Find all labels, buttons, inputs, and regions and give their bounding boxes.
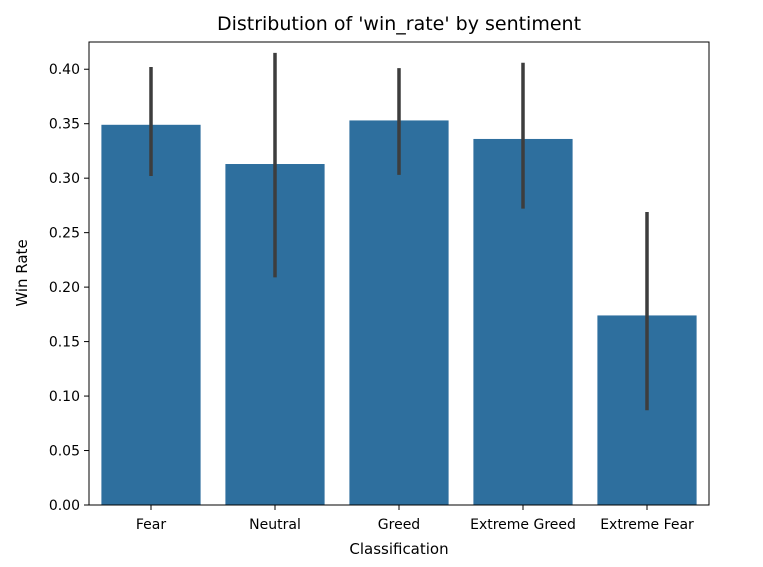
- bar: [101, 124, 201, 506]
- y-axis: 0.00 0.05 0.10 0.15 0.20 0.25 0.30 0.35 0.40: [49, 62, 89, 514]
- y-tick-label: 0.25: [49, 226, 80, 242]
- y-tick-label: 0.00: [49, 498, 80, 514]
- y-tick-label: 0.35: [49, 117, 80, 133]
- x-axis: Fear Neutral Greed Extreme Greed Extreme Fea…: [136, 505, 694, 533]
- x-tick-label: Greed: [378, 517, 420, 533]
- x-tick-label: Neutral: [249, 517, 301, 533]
- plot-frame: [88, 41, 710, 506]
- x-tick-label: Extreme Greed: [470, 517, 576, 533]
- chart-title: Distribution of 'win_rate' by sentiment: [217, 13, 581, 35]
- x-axis-label: Classification: [349, 540, 448, 558]
- y-axis-label: Win Rate: [13, 239, 31, 306]
- bar: [349, 120, 449, 505]
- bars-group: [101, 120, 697, 506]
- x-tick-label: Fear: [136, 517, 166, 533]
- x-tick-label: Extreme Fear: [600, 517, 694, 533]
- y-tick-label: 0.15: [49, 335, 80, 351]
- error-bars-group: [149, 52, 649, 411]
- y-tick-label: 0.40: [49, 62, 80, 78]
- y-tick-label: 0.30: [49, 171, 80, 187]
- y-tick-label: 0.05: [49, 444, 80, 460]
- y-tick-label: 0.10: [49, 389, 80, 405]
- y-tick-label: 0.20: [49, 280, 80, 296]
